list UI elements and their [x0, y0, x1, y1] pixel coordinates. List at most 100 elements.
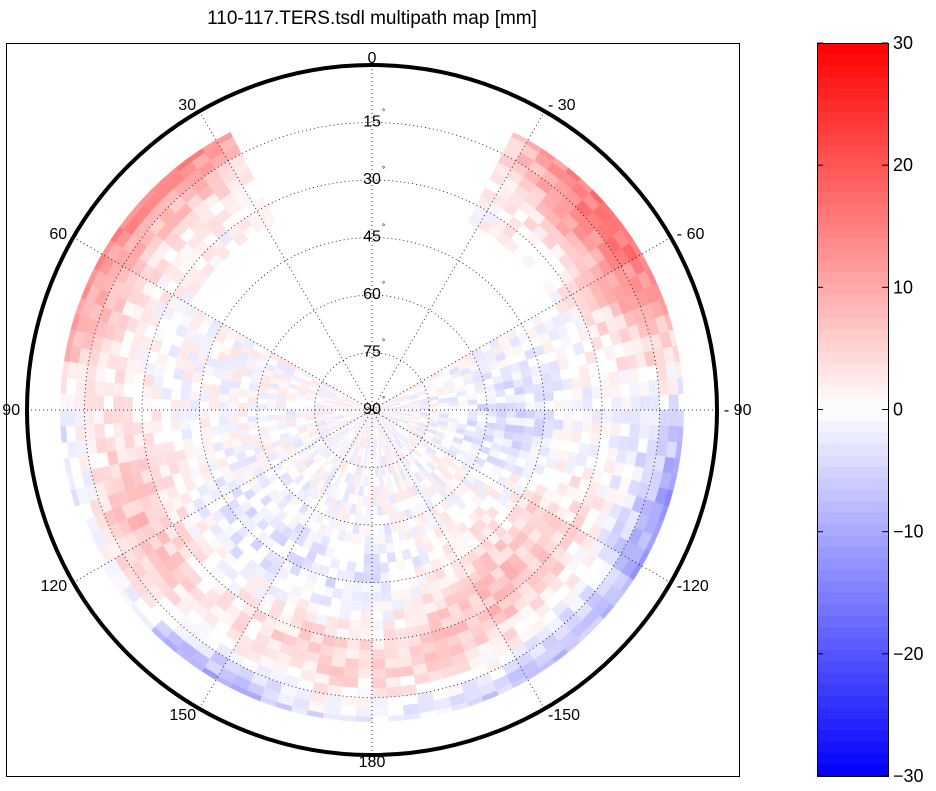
heatmap-cell	[381, 600, 394, 612]
heatmap-cell	[143, 373, 155, 388]
elevation-ring-label: 45	[363, 229, 381, 246]
heatmap-cell	[345, 648, 360, 660]
colorbar-level	[817, 501, 888, 514]
heatmap-cell	[617, 435, 630, 451]
heatmap-cell	[371, 543, 380, 555]
heatmap-cell	[360, 610, 373, 622]
colorbar-level	[817, 764, 888, 777]
heatmap-cell	[266, 414, 277, 422]
heatmap-cell	[371, 706, 389, 717]
heatmap-cell	[638, 380, 650, 397]
heatmap-cell	[561, 429, 573, 442]
heatmap-cell	[515, 401, 526, 411]
heatmap-cell	[323, 407, 334, 411]
colorbar-level	[817, 77, 888, 90]
heatmap-cell	[366, 505, 373, 516]
heatmap-cell	[590, 385, 602, 399]
colorbar-level	[817, 707, 888, 720]
heatmap-cell	[367, 486, 373, 497]
heatmap-cell	[523, 425, 535, 436]
colorbar-level	[817, 363, 888, 376]
heatmap-cell	[238, 388, 250, 398]
heatmap-cell	[247, 390, 259, 399]
heatmap-cell	[552, 419, 564, 431]
heatmap-cell	[364, 534, 373, 545]
heatmap-cell	[103, 409, 114, 425]
heatmap-cell	[448, 405, 459, 411]
colorbar-level	[817, 272, 888, 285]
degree-mark: °	[382, 223, 385, 232]
colorbar-level	[817, 329, 888, 342]
heatmap-cell	[74, 409, 86, 426]
heatmap-cell	[228, 409, 239, 418]
colorbar-level	[817, 581, 888, 594]
heatmap-cell	[103, 381, 115, 397]
heatmap-cell	[505, 409, 517, 418]
heatmap-cell	[392, 608, 406, 620]
heatmap-cell	[608, 370, 621, 386]
heatmap-cell	[360, 620, 373, 631]
heatmap-cell	[266, 404, 277, 411]
heatmap-cell	[332, 488, 342, 500]
heatmap-cell	[438, 413, 449, 419]
heatmap-cell	[247, 396, 258, 405]
heatmap-cell	[65, 393, 76, 411]
heatmap-cell	[180, 399, 191, 411]
heatmap-cell	[359, 629, 373, 641]
plot-title: 110-117.TERS.tsdl multipath map [mm]	[207, 8, 537, 29]
heatmap-cell	[531, 435, 543, 447]
heatmap-cell	[237, 402, 248, 411]
colorbar-level	[817, 123, 888, 136]
heatmap-cell	[371, 534, 380, 545]
heatmap-cell	[276, 399, 287, 406]
heatmap-cell	[350, 600, 363, 612]
heatmap-cell	[371, 677, 387, 689]
colorbar-level	[817, 604, 888, 617]
heatmap-cell	[355, 706, 373, 717]
heatmap-cell	[533, 418, 545, 429]
degree-mark: °	[382, 108, 385, 117]
heatmap-cell	[343, 667, 359, 679]
heatmap-cell	[385, 667, 401, 679]
heatmap-cell	[181, 428, 193, 441]
heatmap-cell	[534, 409, 545, 420]
heatmap-cell	[532, 426, 544, 438]
heatmap-cell	[385, 542, 395, 554]
heatmap-cell	[199, 409, 210, 420]
heatmap-cell	[371, 620, 384, 631]
heatmap-cell	[629, 381, 641, 397]
heatmap-cell	[601, 409, 612, 423]
heatmap-cell	[371, 409, 379, 418]
heatmap-cell	[340, 695, 358, 707]
heatmap-cell	[191, 371, 204, 384]
heatmap-cell	[378, 533, 387, 545]
heatmap-cell	[494, 422, 506, 432]
heatmap-cell	[266, 398, 277, 406]
heatmap-cell	[358, 658, 373, 670]
heatmap-cell	[247, 403, 258, 411]
heatmap-cell	[256, 415, 268, 423]
heatmap-cell	[443, 378, 455, 387]
heatmap-cell	[362, 572, 373, 583]
colorbar-level	[817, 558, 888, 571]
heatmap-cell	[152, 375, 165, 389]
heatmap-cell	[544, 409, 555, 420]
heatmap-cell	[65, 409, 76, 427]
heatmap-cell	[435, 386, 447, 393]
heatmap-cell	[395, 559, 407, 572]
heatmap-cell	[620, 396, 632, 411]
heatmap-cell	[610, 422, 622, 437]
heatmap-cell	[189, 400, 200, 411]
heatmap-cell	[237, 409, 248, 418]
heatmap-cell	[347, 628, 361, 640]
azimuth-label: 90	[2, 402, 20, 419]
heatmap-cell	[395, 636, 410, 649]
colorbar-level	[817, 512, 888, 525]
colorbar-tick-label: 10	[893, 277, 913, 297]
heatmap-cell	[396, 646, 412, 659]
heatmap-cell	[485, 506, 499, 520]
heatmap-cell	[524, 417, 535, 428]
heatmap-cell	[94, 423, 106, 440]
heatmap-cell	[504, 423, 516, 433]
heatmap-cell	[371, 601, 383, 612]
